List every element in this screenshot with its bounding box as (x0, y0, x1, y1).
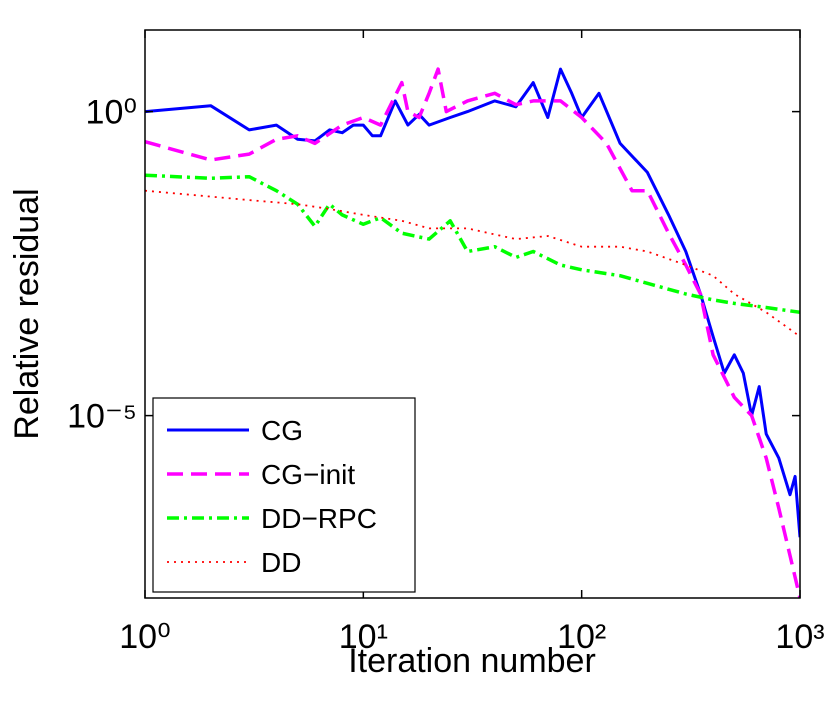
plot-frame (144, 29, 801, 599)
y-axis-label: Relative residual (8, 188, 46, 439)
x-tick-label: 10² (557, 618, 606, 656)
y-tick-label: 10⁰ (86, 94, 137, 132)
series-line (145, 67, 800, 598)
x-tick-label: 10¹ (339, 618, 388, 656)
x-axis-label: Iteration number (348, 642, 596, 680)
legend-label: CG (261, 415, 303, 446)
legend-label: DD (261, 547, 301, 578)
legend-label: CG−init (261, 459, 355, 490)
x-tick-label: 10⁰ (119, 618, 170, 656)
plot-lines (145, 67, 800, 598)
y-tick-label: 10⁻⁵ (67, 398, 137, 436)
x-tick-label: 10³ (775, 618, 824, 656)
legend-label: DD−RPC (261, 503, 377, 534)
